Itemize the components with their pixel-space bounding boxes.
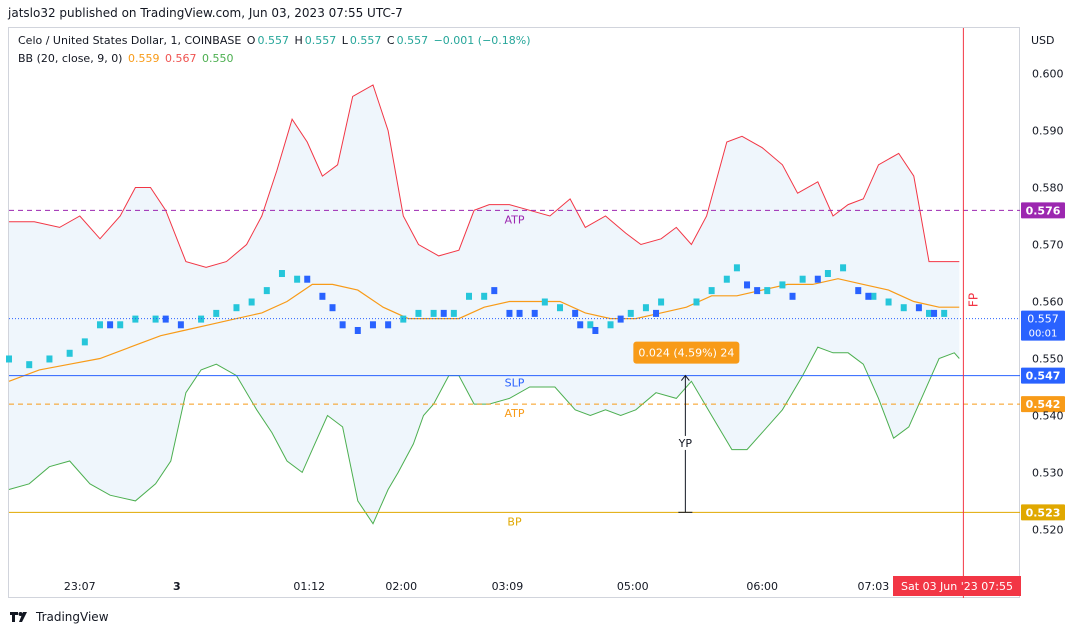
tradingview-footer[interactable]: TradingView xyxy=(9,610,109,624)
change-value: −0.001 (−0.18%) xyxy=(433,34,531,47)
level-price-label-3: 0.523 xyxy=(1026,506,1061,519)
bb-basis-value: 0.559 xyxy=(127,52,160,65)
level-price-tag-0 xyxy=(1021,202,1065,219)
symbol-legend: Celo / United States Dollar, 1, COINBASE… xyxy=(18,34,533,47)
last-price-label: 0.557 xyxy=(1027,313,1059,326)
low-label: L xyxy=(341,34,348,47)
last-price-tag xyxy=(1021,310,1065,341)
high-label: H xyxy=(294,34,303,47)
publish-header: jatslo32 published on TradingView.com, J… xyxy=(8,6,403,20)
symbol-name[interactable]: Celo / United States Dollar, 1, COINBASE xyxy=(18,34,242,47)
chart-frame xyxy=(8,27,1020,598)
open-label: O xyxy=(246,34,256,47)
bb-legend: BB (20, close, 9, 0) 0.559 0.567 0.550 xyxy=(18,52,235,65)
level-price-label-1: 0.547 xyxy=(1026,370,1061,383)
y-tick-label: 0.580 xyxy=(1032,182,1064,195)
close-value: 0.557 xyxy=(396,34,429,47)
currency-label: USD xyxy=(1031,34,1055,47)
y-tick-label: 0.550 xyxy=(1032,352,1064,365)
level-price-label-2: 0.542 xyxy=(1026,398,1061,411)
level-price-tag-1 xyxy=(1021,367,1065,384)
close-label: C xyxy=(386,34,395,47)
level-price-tag-2 xyxy=(1021,396,1065,413)
y-tick-label: 0.520 xyxy=(1032,523,1064,536)
countdown-label: 00:01 xyxy=(1029,329,1058,340)
y-tick-label: 0.560 xyxy=(1032,296,1064,309)
bb-lower-value: 0.550 xyxy=(201,52,234,65)
tradingview-logo-icon xyxy=(10,612,27,622)
y-tick-label: 0.590 xyxy=(1032,125,1064,138)
y-tick-label: 0.570 xyxy=(1032,239,1064,252)
bb-upper-value: 0.567 xyxy=(164,52,197,65)
footer-brand: TradingView xyxy=(36,610,109,624)
low-value: 0.557 xyxy=(349,34,382,47)
y-tick-label: 0.530 xyxy=(1032,466,1064,479)
y-tick-label: 0.600 xyxy=(1032,68,1064,81)
open-value: 0.557 xyxy=(257,34,289,47)
level-price-label-0: 0.576 xyxy=(1026,204,1061,217)
level-price-tag-3 xyxy=(1021,504,1065,521)
bb-label[interactable]: BB (20, close, 9, 0) xyxy=(18,52,123,65)
y-tick-label: 0.540 xyxy=(1032,409,1064,422)
high-value: 0.557 xyxy=(304,34,337,47)
